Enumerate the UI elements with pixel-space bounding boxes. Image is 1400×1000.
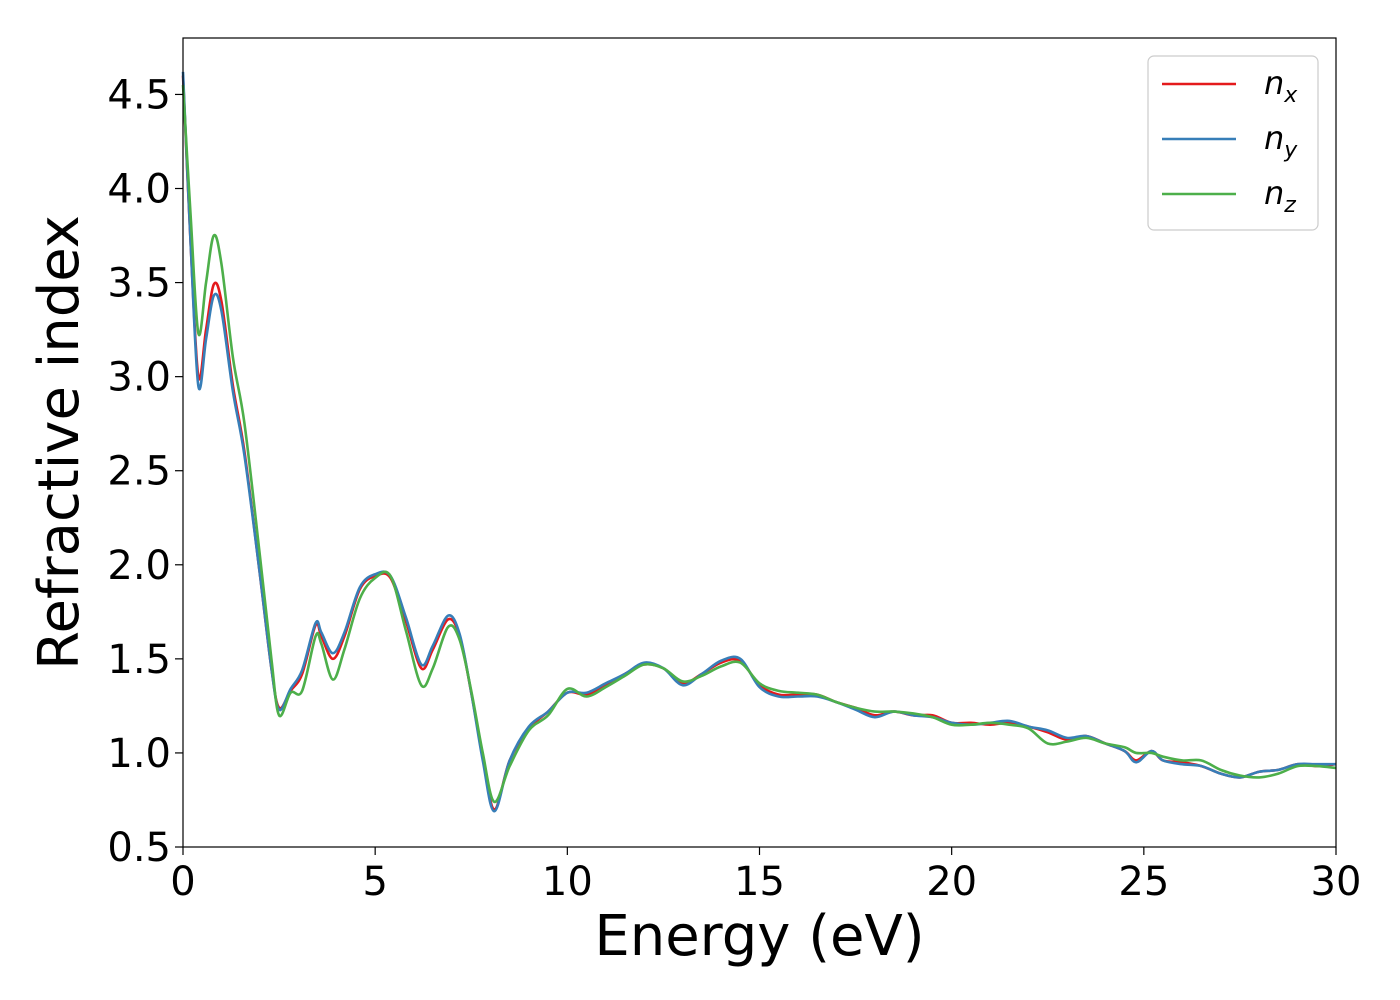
series-lines	[181, 71, 1337, 813]
y-axis-title: Refractive index	[27, 215, 92, 670]
x-tick-label: 20	[926, 859, 977, 905]
x-tick-label: 10	[542, 859, 593, 905]
y-tick-label: 0.5	[107, 825, 171, 871]
legend-label-n-y: ny	[1264, 119, 1298, 163]
series-line-n-z	[181, 84, 1337, 804]
y-tick-label: 4.5	[107, 72, 171, 118]
y-tick-label: 3.0	[107, 355, 171, 401]
x-tick-label: 30	[1311, 859, 1362, 905]
series-line-n-y	[181, 71, 1336, 813]
x-tick-label: 0	[170, 859, 195, 905]
legend: nx ny nz	[1147, 55, 1319, 231]
y-tick-label: 1.0	[107, 731, 171, 777]
y-tick-label: 2.5	[107, 449, 171, 495]
y-tick-label: 1.5	[107, 637, 171, 683]
x-tick-label: 5	[362, 859, 387, 905]
y-tick-label: 2.0	[107, 543, 171, 589]
axis-ticks: 0 5 10 15 20 25 30 0.5 1.0 1.5 2.0 2.5 3.0 3.5 4.0 4.5	[107, 72, 1361, 905]
x-axis-title: Energy (eV)	[594, 904, 924, 969]
x-tick-label: 25	[1118, 859, 1169, 905]
x-tick-label: 15	[734, 859, 785, 905]
y-tick-label: 3.5	[107, 261, 171, 307]
legend-label-n-z: nz	[1264, 174, 1296, 218]
y-tick-label: 4.0	[107, 167, 171, 213]
legend-label-n-x: nx	[1264, 64, 1298, 108]
legend-box	[1147, 55, 1319, 231]
